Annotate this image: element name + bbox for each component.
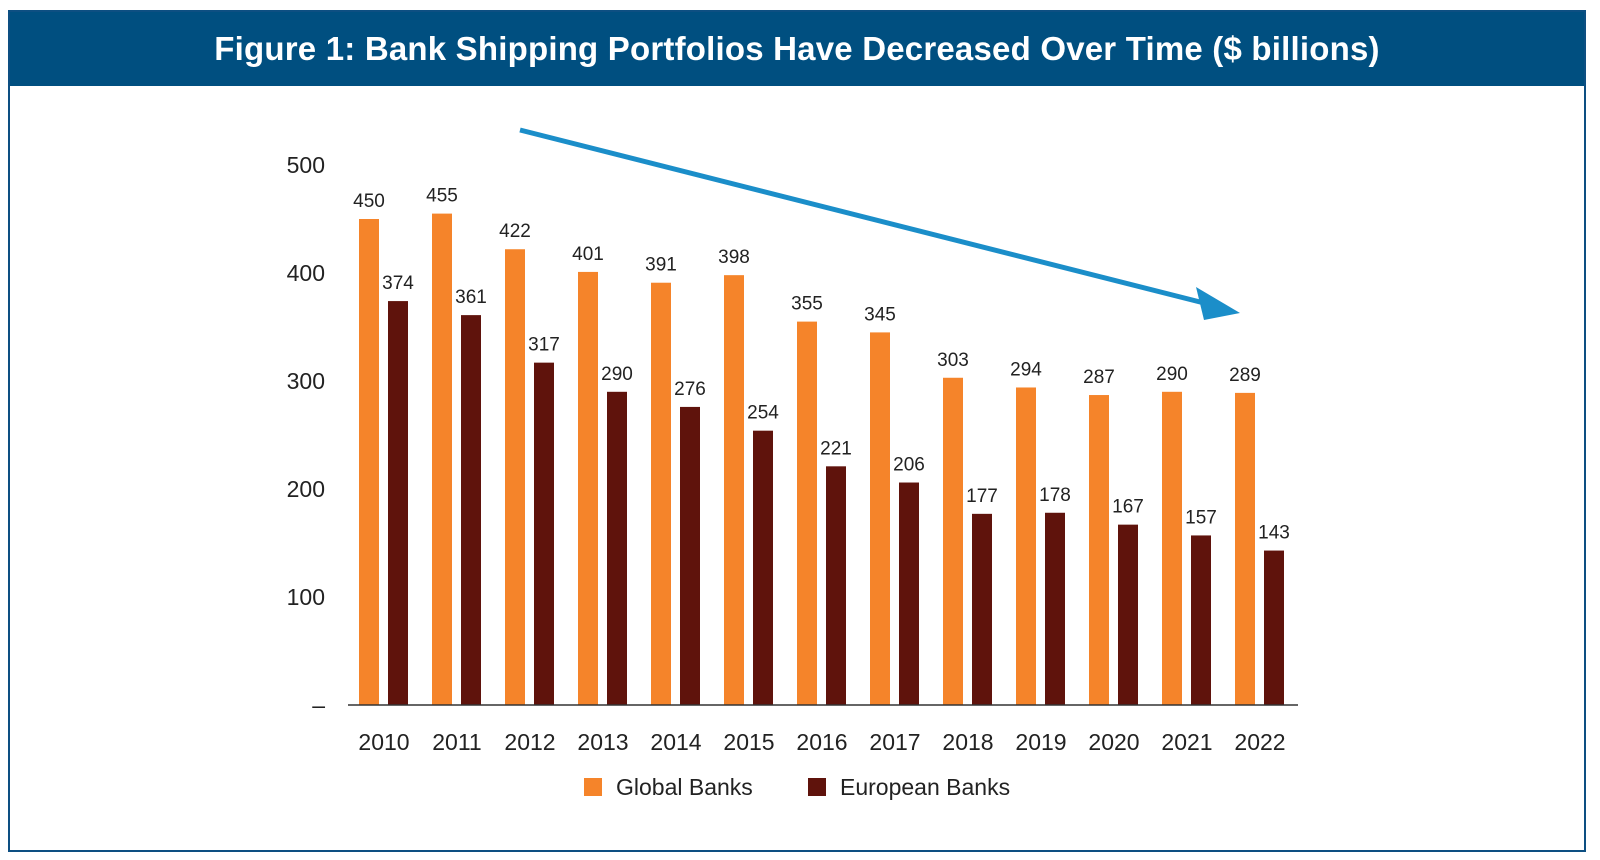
data-label-european-2018: 177 bbox=[966, 486, 998, 507]
bar-european-2014 bbox=[680, 406, 700, 705]
bar-global-2021 bbox=[1162, 391, 1182, 705]
bar-european-2022 bbox=[1264, 550, 1284, 705]
legend-label-global: Global Banks bbox=[616, 774, 753, 800]
chart-title: Figure 1: Bank Shipping Portfolios Have … bbox=[214, 30, 1380, 67]
data-label-global-2019: 294 bbox=[1010, 359, 1042, 380]
y-tick-label: 400 bbox=[287, 260, 325, 286]
data-label-global-2017: 345 bbox=[864, 304, 896, 325]
x-tick-label: 2020 bbox=[1088, 729, 1139, 755]
data-label-european-2022: 143 bbox=[1258, 523, 1290, 544]
data-label-european-2014: 276 bbox=[674, 379, 706, 400]
y-tick-label: 300 bbox=[287, 368, 325, 394]
data-label-european-2019: 178 bbox=[1039, 485, 1071, 506]
data-label-global-2010: 450 bbox=[353, 191, 385, 212]
figure-frame: Figure 1: Bank Shipping Portfolios Have … bbox=[8, 10, 1586, 852]
bar-european-2011 bbox=[461, 315, 481, 705]
bar-european-2010 bbox=[388, 301, 408, 705]
trend-arrow-line bbox=[519, 127, 1209, 307]
x-tick-label: 2015 bbox=[723, 729, 774, 755]
y-tick-label: 200 bbox=[287, 476, 325, 502]
legend-label-european: European Banks bbox=[840, 774, 1010, 800]
x-tick-label: 2011 bbox=[432, 729, 481, 755]
data-label-global-2021: 290 bbox=[1156, 364, 1188, 385]
bar-european-2016 bbox=[826, 466, 846, 705]
x-tick-label: 2012 bbox=[504, 729, 555, 755]
legend-swatch-global bbox=[584, 778, 602, 796]
data-label-european-2021: 157 bbox=[1185, 507, 1217, 528]
bar-global-2019 bbox=[1016, 387, 1036, 705]
data-label-global-2013: 401 bbox=[572, 244, 604, 265]
data-label-european-2015: 254 bbox=[747, 403, 779, 424]
trend-arrow-head bbox=[1196, 287, 1240, 320]
bar-global-2010 bbox=[359, 219, 379, 705]
legend-swatch-european bbox=[808, 778, 826, 796]
x-tick-label: 2014 bbox=[650, 729, 701, 755]
bar-global-2011 bbox=[432, 213, 452, 705]
data-label-european-2017: 206 bbox=[893, 455, 925, 476]
data-label-global-2016: 355 bbox=[791, 294, 823, 315]
data-label-global-2012: 422 bbox=[499, 221, 531, 242]
x-tick-label: 2022 bbox=[1234, 729, 1285, 755]
x-tick-label: 2021 bbox=[1161, 729, 1212, 755]
bar-european-2018 bbox=[972, 513, 992, 705]
data-label-global-2022: 289 bbox=[1229, 365, 1261, 386]
bar-global-2015 bbox=[724, 275, 744, 705]
bar-global-2013 bbox=[578, 271, 598, 705]
data-label-global-2014: 391 bbox=[645, 255, 677, 276]
data-label-global-2018: 303 bbox=[937, 350, 969, 371]
data-label-global-2011: 455 bbox=[426, 186, 458, 207]
bar-global-2017 bbox=[870, 332, 890, 705]
bar-european-2020 bbox=[1118, 524, 1138, 705]
data-label-european-2016: 221 bbox=[820, 438, 852, 459]
bar-global-2022 bbox=[1235, 392, 1255, 705]
bar-european-2013 bbox=[607, 391, 627, 705]
bar-european-2012 bbox=[534, 362, 554, 705]
bar-global-2012 bbox=[505, 249, 525, 706]
x-tick-label: 2018 bbox=[942, 729, 993, 755]
x-tick-label: 2010 bbox=[358, 729, 409, 755]
bar-global-2014 bbox=[651, 282, 671, 705]
bar-global-2018 bbox=[943, 377, 963, 705]
data-label-global-2015: 398 bbox=[718, 247, 750, 268]
data-label-european-2020: 167 bbox=[1112, 497, 1144, 518]
bar-european-2017 bbox=[899, 482, 919, 705]
data-label-global-2020: 287 bbox=[1083, 367, 1115, 388]
bar-global-2016 bbox=[797, 321, 817, 705]
x-tick-label: 2017 bbox=[869, 729, 920, 755]
y-tick-label: – bbox=[312, 692, 325, 718]
bar-european-2019 bbox=[1045, 512, 1065, 705]
data-label-european-2013: 290 bbox=[601, 364, 633, 385]
title-bar: Figure 1: Bank Shipping Portfolios Have … bbox=[10, 12, 1584, 86]
bar-european-2021 bbox=[1191, 535, 1211, 705]
y-tick-label: 500 bbox=[287, 152, 325, 178]
data-label-european-2010: 374 bbox=[382, 273, 414, 294]
x-tick-label: 2016 bbox=[796, 729, 847, 755]
bar-european-2015 bbox=[753, 430, 773, 705]
bar-global-2020 bbox=[1089, 395, 1109, 705]
x-tick-label: 2019 bbox=[1015, 729, 1066, 755]
data-label-european-2011: 361 bbox=[455, 287, 487, 308]
x-tick-label: 2013 bbox=[577, 729, 628, 755]
y-tick-label: 100 bbox=[287, 584, 325, 610]
data-label-european-2012: 317 bbox=[528, 335, 560, 356]
